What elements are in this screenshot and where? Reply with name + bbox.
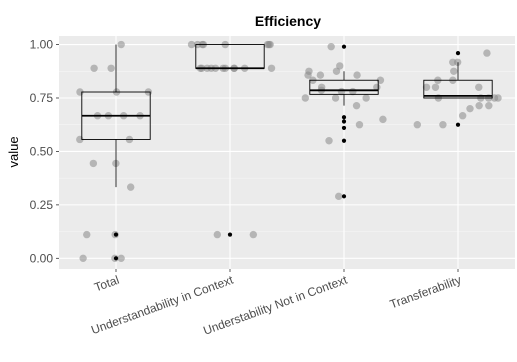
data-point [355,121,364,129]
data-point [450,67,458,75]
y-axis-ticks: 0.00 0.25 0.50 0.75 1.00 [30,38,59,265]
data-point [83,230,91,239]
x-tick-label: Transferability [388,273,463,312]
data-point [305,67,313,75]
data-point [117,254,125,263]
outlier-point [113,232,119,237]
data-point [413,121,422,129]
x-tick-label: Total [92,273,121,295]
plot-panel [59,36,515,269]
outlier-point [227,232,233,237]
data-point [485,101,493,110]
data-point [379,115,387,124]
data-point [458,112,467,120]
y-tick-label: 0.50 [30,144,54,158]
boxes [81,44,493,261]
data-point [439,121,447,129]
y-tick-label: 0.00 [30,251,54,265]
data-point [362,94,370,102]
data-point [213,230,222,239]
data-point [89,159,98,168]
data-point [483,49,491,57]
outlier-point [341,138,347,143]
data-point [249,230,258,239]
outlier-point [341,125,347,131]
box-iqr [423,79,493,99]
y-axis-title: value [6,136,21,167]
data-point [267,64,276,72]
data-point [301,94,310,102]
outlier-point [341,194,347,199]
outlier-point [455,122,461,127]
data-point [265,40,273,49]
data-point [331,94,340,102]
data-point [187,40,196,49]
chart-title: Efficiency [255,13,321,29]
y-tick-label: 0.25 [30,198,54,212]
data-point [90,64,98,72]
data-point [335,192,343,201]
outlier-point [113,256,119,261]
data-point [466,104,474,113]
data-point [353,71,361,79]
jitter-points [76,40,502,263]
data-point [373,83,381,92]
box-iqr [309,79,379,95]
data-point [431,83,440,92]
outlier-point [341,44,347,49]
data-point [117,40,125,49]
data-point [79,254,87,263]
data-point [127,183,135,191]
data-point [352,101,361,110]
outlier-point [455,51,461,56]
data-point [107,64,115,72]
data-point [336,62,344,70]
minor-gridlines [59,70,515,232]
data-point [325,137,333,145]
y-tick-label: 1.00 [30,38,54,52]
data-point [475,101,483,110]
outlier-point [341,115,347,120]
outlier-point [341,119,347,124]
data-point [327,42,335,51]
data-point [475,83,483,92]
data-point [316,71,325,79]
data-point [332,67,341,75]
data-point [449,58,457,66]
data-point [422,83,431,92]
y-tick-label: 0.75 [30,91,54,105]
